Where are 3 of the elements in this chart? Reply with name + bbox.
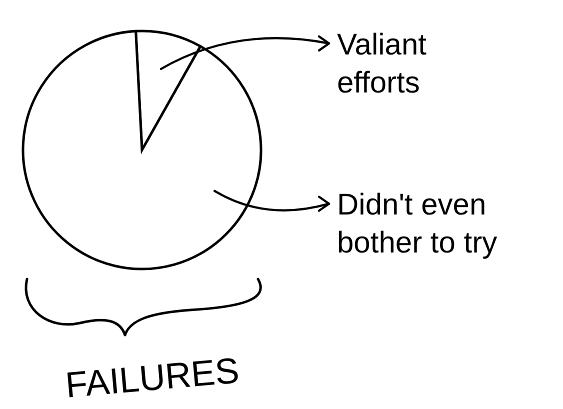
legend-label: Didn't even bother to try bbox=[337, 188, 498, 260]
text: FAILURES bbox=[64, 349, 241, 406]
legend-label: Valiant efforts bbox=[337, 28, 428, 100]
